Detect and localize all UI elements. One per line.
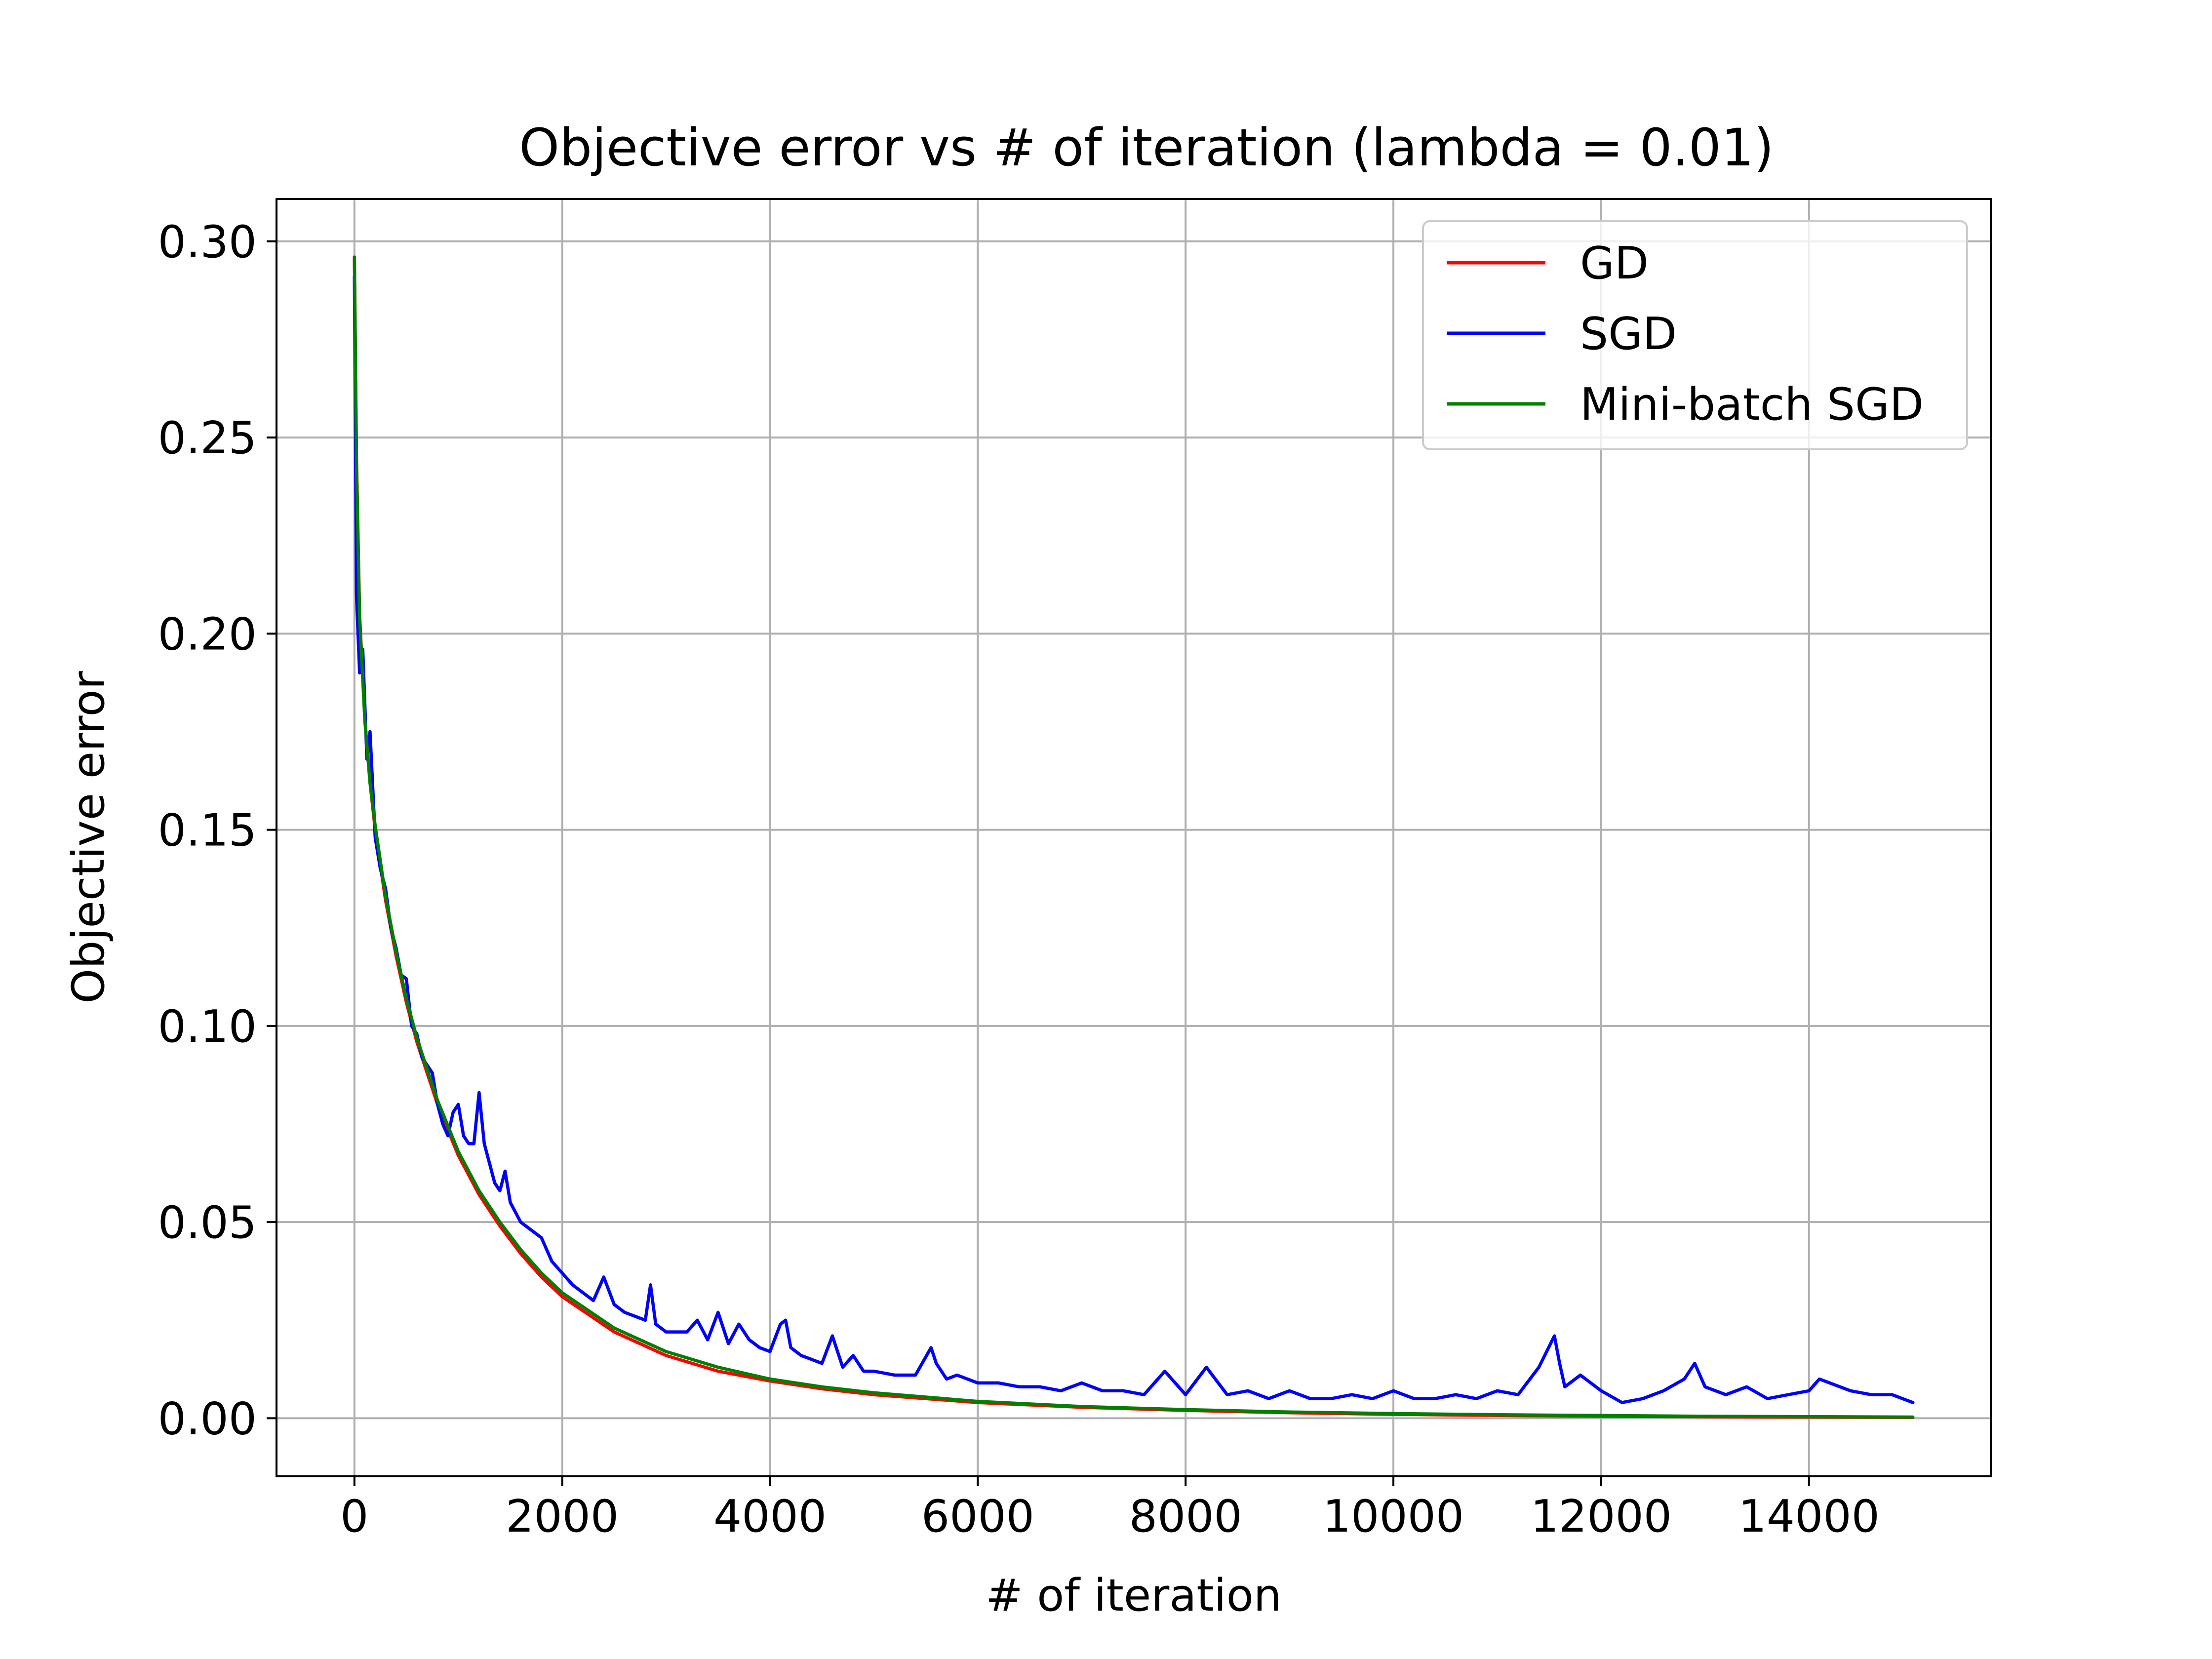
series-layer bbox=[353, 255, 1915, 1420]
x-tick-label: 0 bbox=[340, 1491, 368, 1542]
y-axis-label: Objective error bbox=[63, 671, 115, 1003]
plot-frame bbox=[276, 198, 1992, 1477]
legend-box bbox=[1422, 220, 1968, 450]
y-tick-label: 0.30 bbox=[158, 216, 257, 268]
y-tick-label: 0.25 bbox=[158, 412, 257, 464]
x-axis-label: # of iteration bbox=[986, 1570, 1282, 1621]
x-axis-ticks: 0 2000 4000 6000 8000 10000 12000 14000 bbox=[340, 1476, 1880, 1542]
y-axis-ticks: 0.00 0.05 0.10 0.15 0.20 0.25 0.30 bbox=[158, 216, 276, 1445]
x-tick-label: 10000 bbox=[1323, 1491, 1464, 1542]
series-line-mini-batch-sgd bbox=[353, 255, 1915, 1419]
y-tick-label: 0.00 bbox=[158, 1393, 257, 1445]
y-tick-label: 0.20 bbox=[158, 608, 257, 660]
legend: GD SGD Mini-batch SGD bbox=[1422, 220, 1968, 450]
x-tick-label: 6000 bbox=[921, 1491, 1034, 1542]
legend-label-mini-batch-sgd: Mini-batch SGD bbox=[1580, 379, 1924, 431]
chart-title: Objective error vs # of iteration (lambd… bbox=[519, 118, 1774, 178]
x-tick-label: 12000 bbox=[1531, 1491, 1672, 1542]
y-tick-label: 0.10 bbox=[158, 1001, 257, 1053]
x-tick-label: 2000 bbox=[506, 1491, 619, 1542]
y-tick-label: 0.05 bbox=[158, 1197, 257, 1249]
series-line-sgd bbox=[353, 275, 1915, 1404]
y-tick-label: 0.15 bbox=[158, 805, 257, 857]
x-tick-label: 8000 bbox=[1129, 1491, 1242, 1542]
legend-label-sgd: SGD bbox=[1580, 308, 1677, 360]
x-tick-label: 4000 bbox=[713, 1491, 827, 1542]
grid bbox=[276, 199, 1991, 1476]
x-tick-label: 14000 bbox=[1738, 1491, 1880, 1542]
legend-label-gd: GD bbox=[1580, 237, 1649, 289]
